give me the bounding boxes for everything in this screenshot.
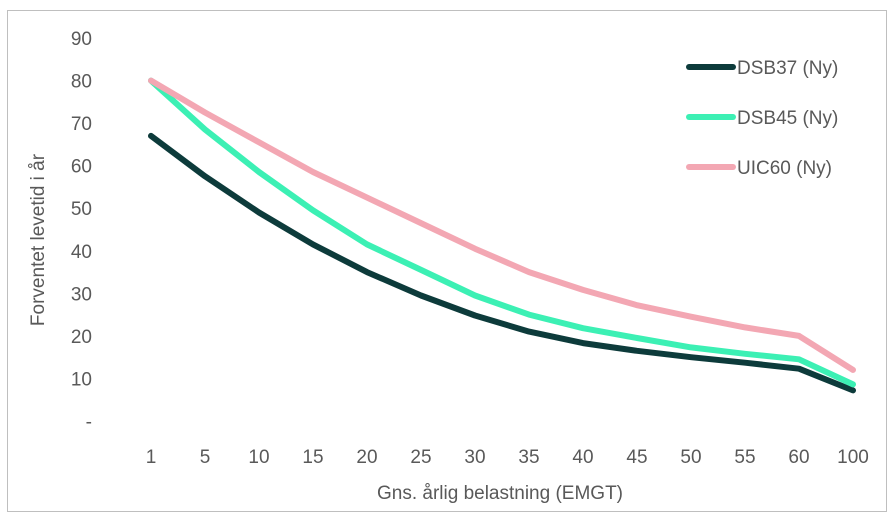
x-tick-label: 100 (837, 447, 869, 468)
x-axis-label: Gns. årlig belastning (EMGT) (377, 483, 623, 504)
y-tick-label: 80 (71, 72, 92, 93)
legend-label: DSB45 (Ny) (737, 108, 838, 129)
y-tick-label: - (86, 412, 92, 433)
x-tick-label: 40 (572, 447, 593, 468)
legend-label: UIC60 (Ny) (737, 158, 832, 179)
y-tick-label: 90 (71, 29, 92, 50)
x-tick-label: 55 (734, 447, 755, 468)
x-tick-label: 60 (788, 447, 809, 468)
legend-label: DSB37 (Ny) (737, 58, 838, 79)
series-line-dsb45 (148, 77, 856, 388)
y-tick-label: 50 (71, 199, 92, 220)
x-tick-label: 45 (626, 447, 647, 468)
x-tick-label: 25 (410, 447, 431, 468)
chart-frame (7, 10, 887, 512)
series-line-dsb37 (148, 132, 856, 394)
x-tick-label: 35 (518, 447, 539, 468)
x-tick-label: 20 (356, 447, 377, 468)
x-tick-label: 1 (146, 447, 157, 468)
y-axis-ticks: - 10 20 30 40 50 60 70 80 90 (71, 29, 92, 433)
y-axis-label: Forventet levetid i år (28, 153, 49, 326)
x-tick-label: 50 (680, 447, 701, 468)
y-tick-label: 30 (71, 284, 92, 305)
y-tick-label: 20 (71, 327, 92, 348)
series-line-uic60 (148, 77, 856, 373)
y-tick-label: 10 (71, 369, 92, 390)
x-tick-label: 15 (302, 447, 323, 468)
y-tick-label: 40 (71, 242, 92, 263)
x-tick-label: 30 (464, 447, 485, 468)
y-tick-label: 60 (71, 157, 92, 178)
x-tick-label: 5 (200, 447, 211, 468)
y-tick-label: 70 (71, 114, 92, 135)
x-axis-ticks: 1 5 10 15 20 25 30 35 40 45 50 55 60 100 (146, 447, 869, 468)
x-tick-label: 10 (248, 447, 269, 468)
series-lines (148, 77, 856, 394)
legend: DSB37 (Ny) DSB45 (Ny) UIC60 (Ny) (686, 58, 838, 179)
